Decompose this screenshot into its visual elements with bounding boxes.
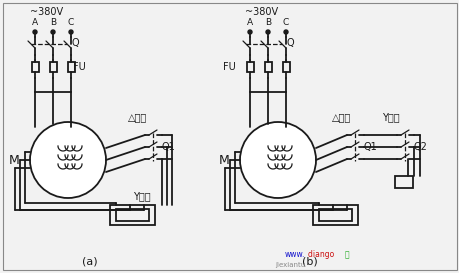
- Text: 图: 图: [344, 251, 349, 260]
- Text: d​i​a​n​g​o: d​i​a​n​g​o: [308, 251, 334, 260]
- Bar: [246, 62, 253, 72]
- Bar: [312, 205, 357, 225]
- Text: ~380V: ~380V: [245, 7, 278, 17]
- Text: www.: www.: [285, 251, 305, 260]
- Circle shape: [247, 30, 252, 34]
- Text: M: M: [219, 153, 230, 167]
- Bar: [110, 205, 155, 225]
- Circle shape: [240, 122, 315, 198]
- Bar: [68, 62, 75, 72]
- Text: (b): (b): [302, 257, 317, 267]
- Text: Q1: Q1: [162, 142, 175, 152]
- Text: FU: FU: [73, 62, 85, 72]
- Text: Q2: Q2: [413, 142, 427, 152]
- Circle shape: [33, 30, 37, 34]
- Text: ~380V: ~380V: [30, 7, 63, 17]
- Bar: [50, 62, 57, 72]
- Text: FU: FU: [223, 62, 235, 72]
- Bar: [264, 62, 271, 72]
- Text: Y起动: Y起动: [381, 112, 399, 122]
- Text: A: A: [246, 17, 252, 26]
- Text: (a): (a): [82, 257, 98, 267]
- Text: Q: Q: [286, 38, 294, 48]
- Circle shape: [69, 30, 73, 34]
- Text: C: C: [282, 17, 289, 26]
- Circle shape: [30, 122, 106, 198]
- Text: △运行: △运行: [128, 112, 147, 122]
- Bar: [318, 209, 351, 221]
- Bar: [282, 62, 289, 72]
- Text: B: B: [50, 17, 56, 26]
- Circle shape: [265, 30, 269, 34]
- Text: B: B: [264, 17, 270, 26]
- Text: C: C: [68, 17, 74, 26]
- Bar: [32, 62, 39, 72]
- Circle shape: [51, 30, 55, 34]
- Circle shape: [283, 30, 287, 34]
- Text: △运行: △运行: [331, 112, 351, 122]
- Text: A: A: [32, 17, 38, 26]
- Text: Q1: Q1: [363, 142, 377, 152]
- Bar: [394, 176, 412, 188]
- Text: Y起动: Y起动: [133, 191, 150, 201]
- Text: M: M: [9, 153, 20, 167]
- Bar: [116, 209, 149, 221]
- Text: jiexiantu: jiexiantu: [274, 262, 305, 268]
- Text: Q: Q: [72, 38, 79, 48]
